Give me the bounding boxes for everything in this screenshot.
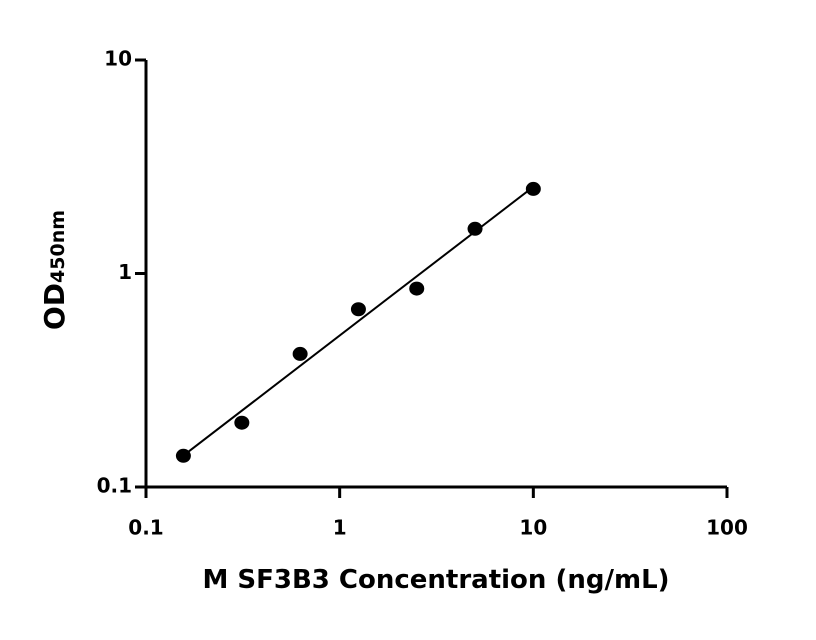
y-axis-label-subscript: 450nm xyxy=(47,210,69,283)
y-axis-label: OD450nm xyxy=(38,210,71,330)
data-point xyxy=(409,281,425,296)
x-tick-label: 10 xyxy=(519,516,547,540)
data-point xyxy=(350,302,366,317)
data-point xyxy=(525,181,541,196)
y-tick-label: 1 xyxy=(118,260,132,284)
data-point xyxy=(292,346,308,361)
data-point xyxy=(234,415,250,430)
x-tick-label: 0.1 xyxy=(128,516,163,540)
x-tick-label: 1 xyxy=(333,516,347,540)
x-tick-label: 100 xyxy=(706,516,748,540)
x-axis-label: M SF3B3 Concentration (ng/mL) xyxy=(202,565,669,595)
data-point xyxy=(175,448,191,463)
y-tick-label: 0.1 xyxy=(97,474,132,498)
y-tick-label: 10 xyxy=(104,47,132,71)
y-axis-label-main: OD xyxy=(38,283,71,330)
data-point xyxy=(467,221,483,236)
